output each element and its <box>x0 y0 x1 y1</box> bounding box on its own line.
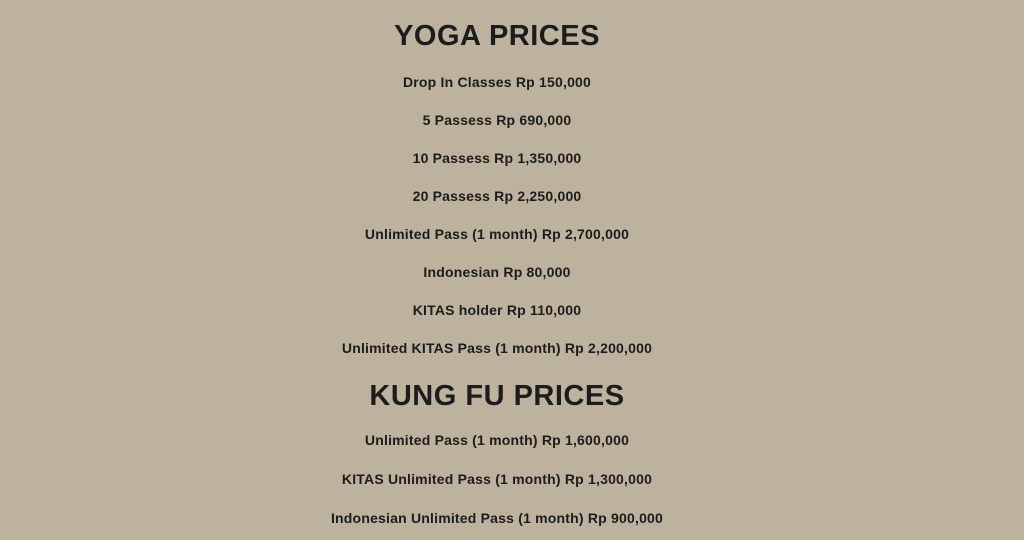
yoga-price-list: Drop In Classes Rp 150,000 5 Passess Rp … <box>0 63 994 367</box>
price-line: 10 Passess Rp 1,350,000 <box>412 150 582 166</box>
price-line: Unlimited Pass (1 month) Rp 2,700,000 <box>364 226 630 242</box>
price-line: Indonesian Unlimited Pass (1 month) Rp 9… <box>330 510 664 526</box>
yoga-prices-heading: YOGA PRICES <box>394 20 600 52</box>
price-line: Drop In Classes Rp 150,000 <box>402 74 592 90</box>
price-line: KITAS Unlimited Pass (1 month) Rp 1,300,… <box>341 471 653 487</box>
kungfu-price-list: Unlimited Pass (1 month) Rp 1,600,000 KI… <box>0 421 994 538</box>
price-line: Unlimited Pass (1 month) Rp 1,600,000 <box>364 432 630 448</box>
price-line: 5 Passess Rp 690,000 <box>422 112 572 128</box>
price-line: Unlimited KITAS Pass (1 month) Rp 2,200,… <box>341 340 653 356</box>
price-line: Indonesian Rp 80,000 <box>423 264 571 280</box>
price-line: 20 Passess Rp 2,250,000 <box>412 188 582 204</box>
kungfu-prices-heading: KUNG FU PRICES <box>369 380 625 412</box>
price-line: KITAS holder Rp 110,000 <box>412 302 582 318</box>
